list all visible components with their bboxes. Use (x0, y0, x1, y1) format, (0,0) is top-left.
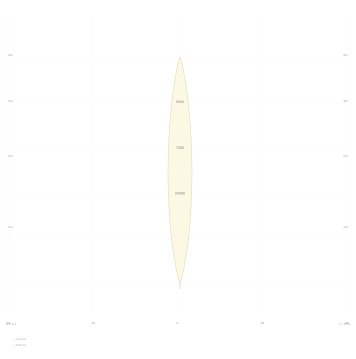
x-tick-label: -15 (90, 321, 95, 325)
y-tick-label-left: 4m (8, 53, 13, 57)
y-tick-label-right: 2m (343, 154, 348, 158)
cone-annotation: 20000 (175, 191, 185, 195)
x-tick-label: 15 (260, 321, 264, 325)
footer-left-label: 0.5 lux (6, 322, 16, 326)
y-tick-label-left: 2m (8, 154, 13, 158)
y-tick-label-right: 3m (343, 99, 348, 103)
beam-cone (167, 56, 193, 287)
y-tick-label-left: 1m (8, 225, 13, 229)
x-tick-label: -30 (6, 321, 11, 325)
y-tick-label-right: 4m (343, 53, 348, 57)
x-tick-label: 0 (177, 321, 179, 325)
legend-item-1: — 1.0 lux (12, 337, 26, 341)
cone-annotation: 7500 (176, 146, 184, 150)
cone-annotation: 5000 (176, 100, 184, 104)
cone-labels: 5000 7500 20000 (175, 100, 185, 195)
legend-item-2: — 0.5 lux (12, 343, 26, 347)
y-tick-label-right: 1m (343, 225, 348, 229)
y-axis-right-ticks: 1m 2m 3m 4m (343, 53, 348, 229)
x-tick-label: 30 (345, 321, 349, 325)
y-axis-left-ticks: 1m 2m 3m 4m (8, 53, 13, 229)
y-tick-label-left: 3m (8, 99, 13, 103)
x-axis-ticks: -30 -15 0 15 30 (6, 321, 349, 325)
footer-right-label: 1 / 30% (339, 322, 351, 326)
